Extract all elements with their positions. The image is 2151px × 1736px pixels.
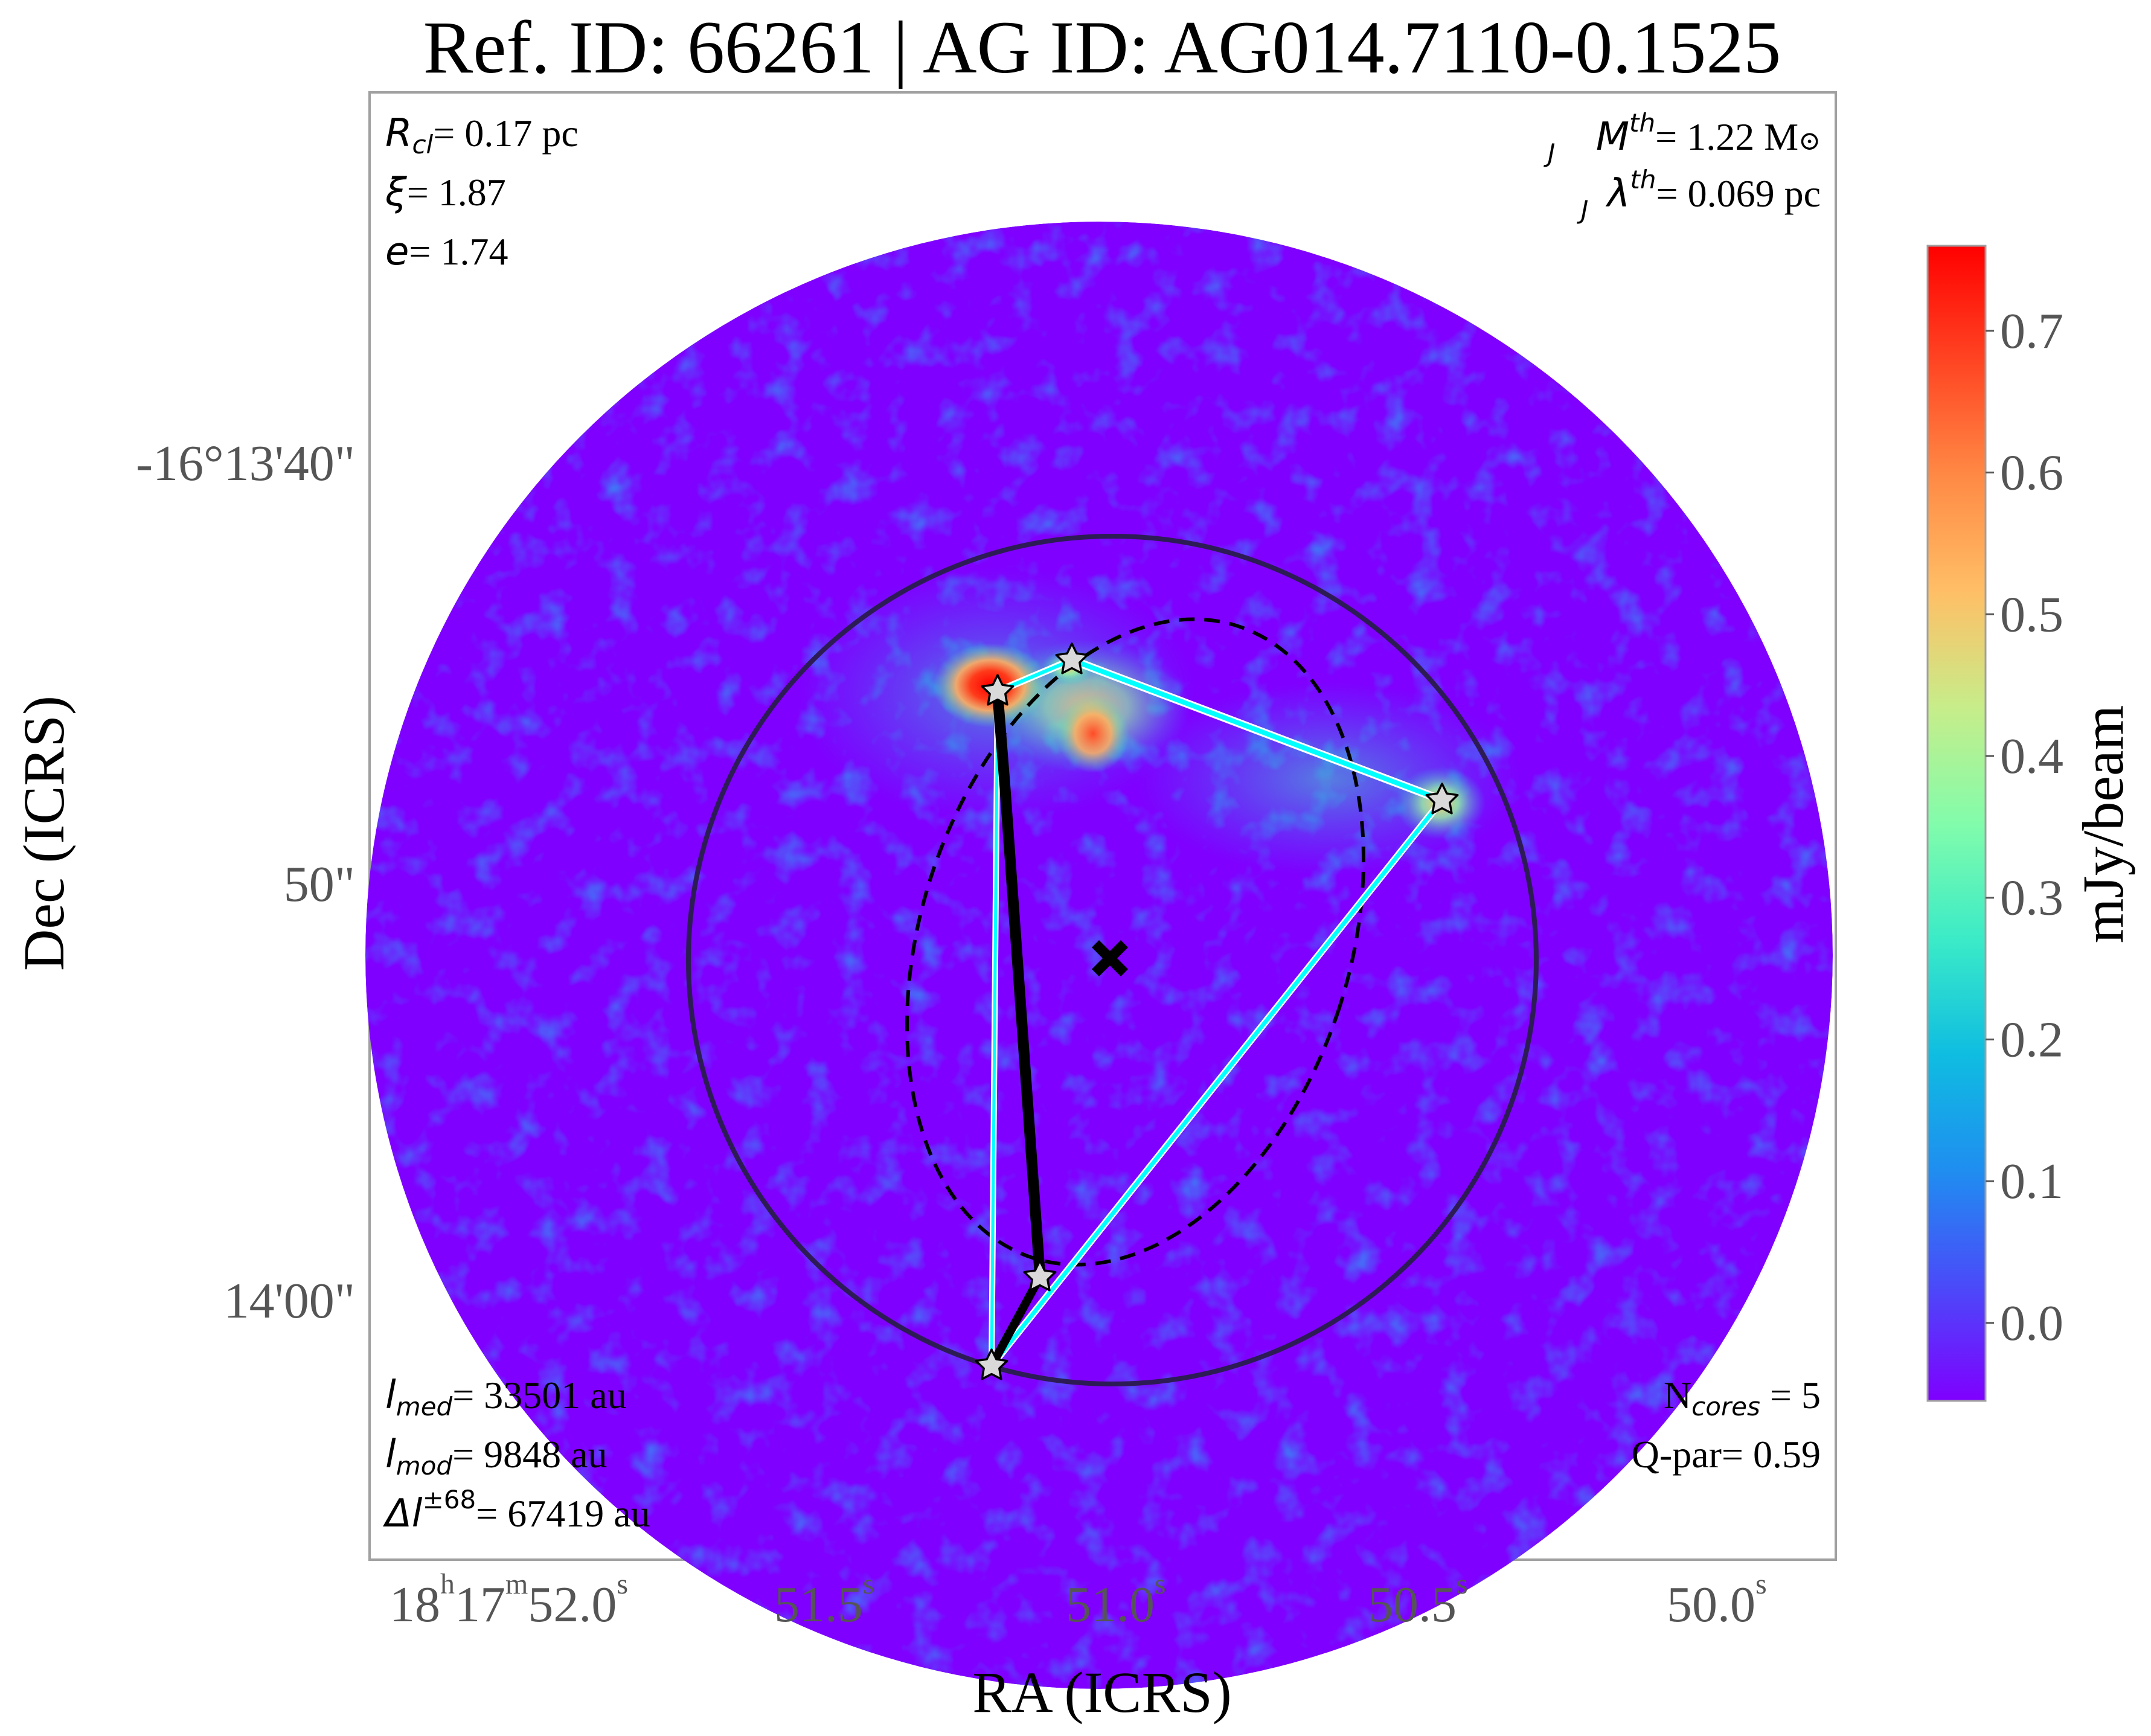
colorbar-tick-label: 0.4	[2000, 728, 2063, 784]
y-tick-label: 14'00"	[224, 1273, 355, 1329]
y-tick-label: 50"	[284, 856, 355, 912]
colorbar-tick-label: 0.6	[2000, 445, 2063, 501]
x-tick-label: 50.0s	[1667, 1568, 1767, 1633]
top-right-annotations: Mth= 1.22 M⊙ J λth= 0.069 pc J	[1544, 108, 1821, 225]
ncores-label: Ncores = 5	[1664, 1374, 1821, 1421]
cluster-radius-label: Rcl= 0.17 pc	[385, 111, 579, 159]
heavy-edge	[987, 1273, 1044, 1370]
q-parameter-label: Q-par= 0.59	[1632, 1433, 1821, 1476]
mst-edge	[990, 691, 999, 1366]
colorbar: 0.7 0.6 0.5 0.4 0.3 0.2 0.1 0.0 mJy/beam	[1926, 245, 2135, 1402]
star-icon	[1055, 642, 1089, 674]
colorbar-gradient	[1926, 245, 1987, 1402]
cluster-circle	[686, 534, 1539, 1386]
x-tick-label: 51.5s	[774, 1568, 874, 1633]
star-icon	[981, 674, 1015, 706]
mst-edge	[990, 798, 1444, 1368]
cross-marker-icon	[1092, 940, 1128, 976]
colorbar-tick-label: 0.5	[2000, 586, 2063, 642]
jeans-length-label: λth= 0.069 pc	[1606, 165, 1821, 216]
x-tick-label: 18h17m52.0s	[389, 1568, 628, 1633]
x-axis-ticks: 18h17m52.0s 51.5s 51.0s 50.5s 50.0s	[389, 1568, 1767, 1633]
star-icon	[1023, 1260, 1057, 1292]
star-icon	[1425, 783, 1459, 815]
xi-label: ξ= 1.87	[385, 170, 506, 215]
heavy-edge	[992, 688, 1045, 1280]
bottom-left-annotations: lmed= 33501 au lmod= 9848 au Δl±68= 6741…	[382, 1373, 650, 1536]
colorbar-tick-label: 0.0	[2000, 1295, 2063, 1351]
cores	[975, 642, 1459, 1380]
x-tick-label: 50.5s	[1368, 1568, 1468, 1633]
colorbar-tick-label: 0.1	[2000, 1153, 2063, 1209]
colorbar-tick-label: 0.7	[2000, 303, 2063, 359]
star-icon	[975, 1348, 1008, 1380]
length-spread-label: Δl±68= 67419 au	[382, 1485, 650, 1536]
y-axis-label: Dec (ICRS)	[11, 696, 76, 971]
bottom-right-annotations: Ncores = 5 Q-par= 0.59	[1632, 1374, 1821, 1476]
colorbar-tick-label: 0.3	[2000, 870, 2063, 926]
sky-image	[365, 222, 1833, 1689]
figure-title: Ref. ID: 66261 | AG ID: AG014.7110-0.152…	[423, 6, 1781, 89]
mst-edge	[1071, 658, 1443, 802]
colorbar-tick-label: 0.2	[2000, 1011, 2063, 1068]
jeans-mass-label: Mth= 1.22 M⊙	[1596, 108, 1821, 159]
top-left-annotations: Rcl= 0.17 pc ξ= 1.87 e= 1.74	[385, 111, 579, 274]
fitted-ellipse	[905, 617, 1365, 1267]
x-axis-label: RA (ICRS)	[972, 1660, 1231, 1725]
y-axis-ticks: -16°13'40" 50" 14'00"	[136, 435, 355, 1329]
eccentricity-label: e= 1.74	[385, 229, 508, 274]
mode-length-label: lmod= 9848 au	[385, 1432, 607, 1481]
colorbar-label: mJy/beam	[2071, 705, 2135, 944]
x-tick-label: 51.0s	[1066, 1568, 1166, 1633]
y-tick-label: -16°13'40"	[136, 435, 355, 492]
median-length-label: lmed= 33501 au	[385, 1373, 627, 1421]
